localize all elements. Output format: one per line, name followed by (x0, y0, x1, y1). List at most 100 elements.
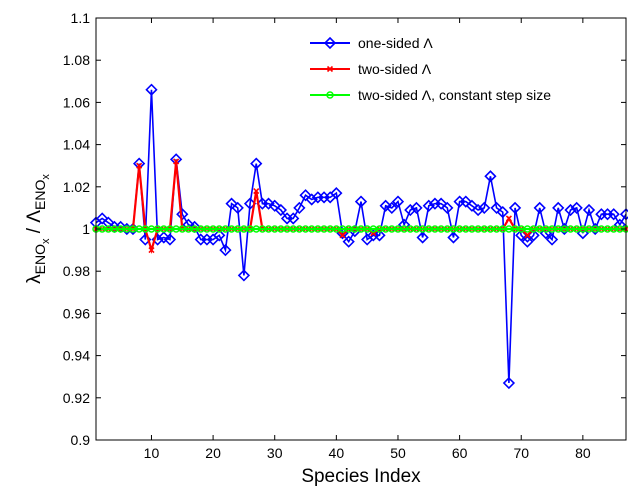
series-0-point (157, 231, 170, 244)
series-0-point (299, 189, 312, 202)
y-title-lambda: λ (24, 274, 45, 284)
legend-item: one-sided Λ (310, 35, 433, 51)
series-0-point (385, 201, 398, 215)
y-title-subsub1: x (40, 238, 52, 244)
series-1-point (524, 232, 531, 239)
series-0-point (434, 197, 448, 210)
series-0-point (564, 203, 577, 217)
series-0-point (225, 197, 238, 210)
y-tick-label: 1.02 (63, 179, 90, 195)
x-axis-title: Species Index (301, 466, 421, 487)
legend-label: one-sided Λ (358, 35, 433, 51)
legend-item: two-sided Λ, constant step size (310, 87, 551, 103)
series-0-point (250, 157, 263, 170)
series-0-point (508, 201, 522, 215)
y-title-sep: / (24, 223, 45, 239)
series-0-point (379, 199, 392, 212)
x-tick-label: 80 (575, 445, 591, 461)
series-0-point (342, 235, 355, 248)
series-0-point (231, 201, 244, 215)
x-tick-label: 40 (329, 445, 345, 461)
y-tick-label: 0.98 (63, 263, 90, 279)
series-0-point (354, 195, 368, 208)
series-0-point (416, 231, 429, 244)
series-0-point (539, 227, 553, 240)
series-1-point-stroke (524, 232, 531, 239)
series-0-point (373, 229, 386, 242)
series-1-point (326, 65, 334, 73)
series-1-point (148, 247, 155, 254)
series-1-point-stroke (326, 65, 334, 73)
x-tick-label: 20 (205, 445, 221, 461)
series-1-point-stroke (173, 158, 180, 165)
y-tick-label: 0.9 (71, 432, 91, 448)
series-0 (89, 83, 628, 390)
y-axis-title: λENOx / ΛENOx (24, 174, 52, 284)
series-1-point (173, 158, 180, 165)
x-tick-label: 10 (144, 445, 160, 461)
series-0-point (293, 201, 306, 215)
y-tick-label: 1 (82, 221, 90, 237)
series-0-point (447, 231, 460, 244)
series-layer (89, 83, 628, 390)
x-tick-label: 60 (452, 445, 468, 461)
series-0-point (570, 201, 583, 215)
series-0-point (582, 203, 596, 217)
series-0-point (219, 243, 232, 257)
series-0-point (607, 208, 620, 221)
y-title-sub1: ENO (32, 244, 48, 274)
y-tick-label: 1.06 (63, 94, 90, 110)
series-0-point (96, 212, 109, 225)
series-0-point (576, 227, 589, 240)
series-0-point (305, 193, 318, 206)
series-0-point (410, 201, 423, 215)
series-1-point (339, 232, 346, 239)
series-1-point (505, 215, 512, 222)
series-1-point-stroke (505, 215, 512, 222)
x-tick-label: 30 (267, 445, 283, 461)
series-0-point (213, 229, 226, 242)
series-0-point (391, 195, 405, 208)
series-0-point (465, 199, 479, 212)
series-0-point (545, 233, 559, 246)
legend-item: two-sided Λ (310, 61, 432, 77)
series-0-point (145, 83, 158, 96)
legend-label: two-sided Λ (358, 61, 432, 77)
series-0-point (478, 201, 491, 215)
series-0-point (496, 205, 509, 219)
x-tick-label: 70 (513, 445, 529, 461)
y-tick-label: 0.96 (63, 305, 90, 321)
series-0-point (459, 195, 472, 208)
series-2-point (326, 91, 334, 99)
series-0-point (274, 203, 288, 217)
series-0-point (268, 199, 281, 212)
y-tick-label: 1.1 (71, 10, 91, 26)
y-tick-label: 1.04 (63, 137, 90, 153)
series-0-point (237, 269, 251, 282)
series-0-point (484, 170, 497, 183)
series-1-point-stroke (253, 187, 260, 195)
series-1-point (253, 187, 260, 195)
legend-box (302, 28, 620, 114)
series-1-point (136, 162, 143, 169)
series-0-point (521, 235, 534, 248)
series-0-point (552, 201, 565, 215)
y-tick-label: 0.92 (63, 390, 90, 406)
y-title-Lambda: Λ (24, 210, 45, 223)
series-0-point (471, 203, 485, 217)
series-0-point (102, 216, 115, 229)
y-tick-label: 0.94 (63, 348, 90, 364)
series-0-point (422, 199, 435, 212)
series-1-point-stroke (339, 232, 346, 239)
series-0-point (502, 376, 516, 390)
series-1-point-stroke (136, 162, 143, 169)
series-0-point (330, 186, 343, 200)
series-0-point (490, 201, 503, 215)
series-0-point (404, 203, 417, 217)
series-0-point (287, 212, 300, 225)
series-0-point (262, 197, 275, 210)
series-1-point-stroke (148, 247, 155, 254)
y-tick-label: 1.08 (63, 52, 90, 68)
x-tick-label: 50 (390, 445, 406, 461)
